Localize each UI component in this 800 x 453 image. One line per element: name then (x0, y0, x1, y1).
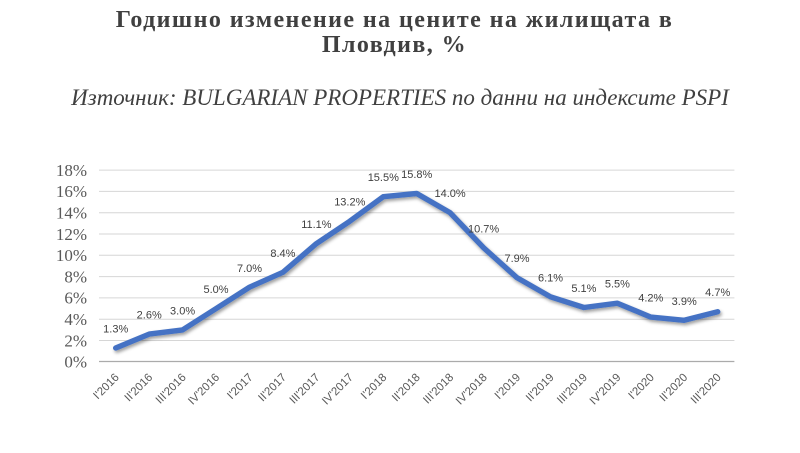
svg-text:II'2016: II'2016 (123, 372, 156, 405)
svg-text:5.0%: 5.0% (203, 284, 228, 296)
svg-text:II'2018: II'2018 (390, 372, 423, 405)
svg-text:III'2020: III'2020 (689, 372, 724, 407)
svg-text:1.3%: 1.3% (103, 324, 128, 336)
svg-text:I'2017: I'2017 (225, 372, 255, 402)
svg-text:10%: 10% (56, 246, 87, 265)
svg-text:4%: 4% (64, 310, 87, 329)
svg-text:3.0%: 3.0% (170, 305, 195, 317)
svg-text:I'2019: I'2019 (493, 372, 523, 402)
svg-text:3.9%: 3.9% (672, 296, 697, 308)
svg-text:7.9%: 7.9% (504, 253, 529, 265)
svg-text:III'2019: III'2019 (555, 372, 590, 407)
svg-text:5.5%: 5.5% (605, 279, 630, 291)
svg-text:7.0%: 7.0% (237, 263, 262, 275)
svg-text:IV'2017: IV'2017 (320, 372, 356, 408)
svg-text:18%: 18% (56, 161, 87, 180)
svg-text:13.2%: 13.2% (334, 197, 365, 209)
svg-text:6.1%: 6.1% (538, 272, 563, 284)
svg-text:III'2017: III'2017 (288, 372, 323, 407)
svg-text:IV'2019: IV'2019 (588, 372, 624, 408)
svg-text:8.4%: 8.4% (270, 248, 295, 260)
svg-text:15.8%: 15.8% (401, 169, 432, 181)
svg-text:14.0%: 14.0% (434, 188, 465, 200)
svg-text:II'2017: II'2017 (256, 372, 289, 405)
svg-text:I'2018: I'2018 (359, 372, 389, 402)
svg-text:15.5%: 15.5% (368, 172, 399, 184)
svg-text:I'2016: I'2016 (91, 372, 121, 402)
svg-text:0%: 0% (64, 353, 87, 372)
svg-text:II'2019: II'2019 (524, 372, 557, 405)
svg-text:II'2020: II'2020 (658, 372, 691, 405)
svg-text:I'2020: I'2020 (627, 372, 657, 402)
svg-text:2.6%: 2.6% (137, 310, 162, 322)
svg-text:4.2%: 4.2% (638, 293, 663, 305)
svg-text:11.1%: 11.1% (301, 219, 332, 231)
svg-text:IV'2018: IV'2018 (454, 372, 490, 408)
svg-text:6%: 6% (64, 289, 87, 308)
svg-text:12%: 12% (56, 225, 87, 244)
svg-text:4.7%: 4.7% (705, 287, 730, 299)
svg-text:5.1%: 5.1% (571, 283, 596, 295)
svg-text:2%: 2% (64, 331, 87, 350)
svg-text:III'2016: III'2016 (154, 372, 189, 407)
svg-text:16%: 16% (56, 182, 87, 201)
svg-text:10.7%: 10.7% (468, 223, 499, 235)
svg-text:8%: 8% (64, 267, 87, 286)
svg-text:IV'2016: IV'2016 (186, 372, 222, 408)
svg-text:III'2018: III'2018 (421, 372, 456, 407)
svg-text:14%: 14% (56, 204, 87, 223)
